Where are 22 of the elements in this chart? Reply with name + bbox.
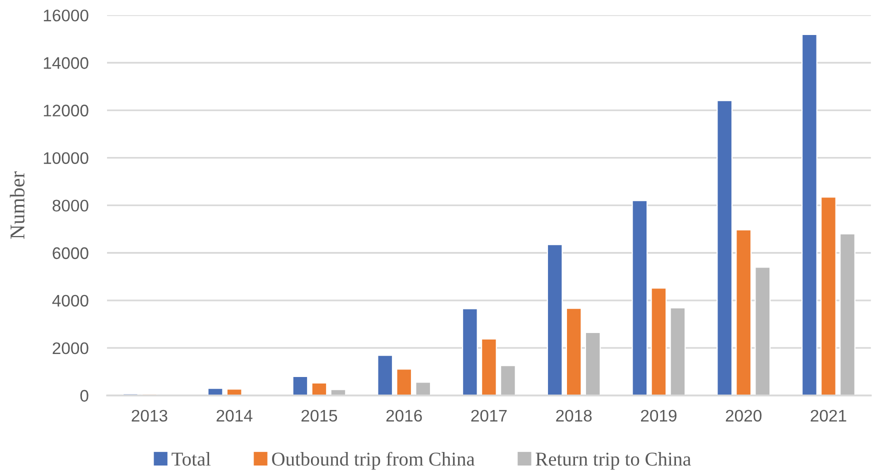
- x-tick-label: 2017: [471, 410, 507, 422]
- legend-label: Outbound trip from China: [272, 452, 475, 470]
- x-tick-label: 2016: [386, 410, 422, 422]
- x-tick-label: 2015: [302, 410, 338, 422]
- y-tick-label: 12000: [44, 104, 88, 116]
- y-tick-label: 4000: [52, 294, 88, 307]
- y-axis-title: Number: [10, 171, 25, 239]
- y-tick-label: 14000: [44, 57, 88, 69]
- x-tick-label: 2019: [641, 410, 676, 422]
- legend-label: Return trip to China: [536, 452, 691, 470]
- x-tick-label: 2018: [556, 410, 592, 422]
- x-tick-label: 2013: [132, 410, 168, 422]
- y-tick-label: 10000: [44, 152, 88, 164]
- x-tick-label: 2021: [810, 410, 846, 422]
- y-tick-label: 6000: [52, 247, 88, 260]
- x-tick-label: 2020: [726, 410, 762, 422]
- y-tick-label: 16000: [44, 10, 88, 22]
- legend-label: Total: [172, 452, 211, 466]
- x-tick-label: 2014: [216, 410, 252, 422]
- y-tick-label: 0: [80, 390, 88, 402]
- y-tick-label: 8000: [52, 200, 88, 212]
- y-tick-label: 2000: [52, 342, 88, 354]
